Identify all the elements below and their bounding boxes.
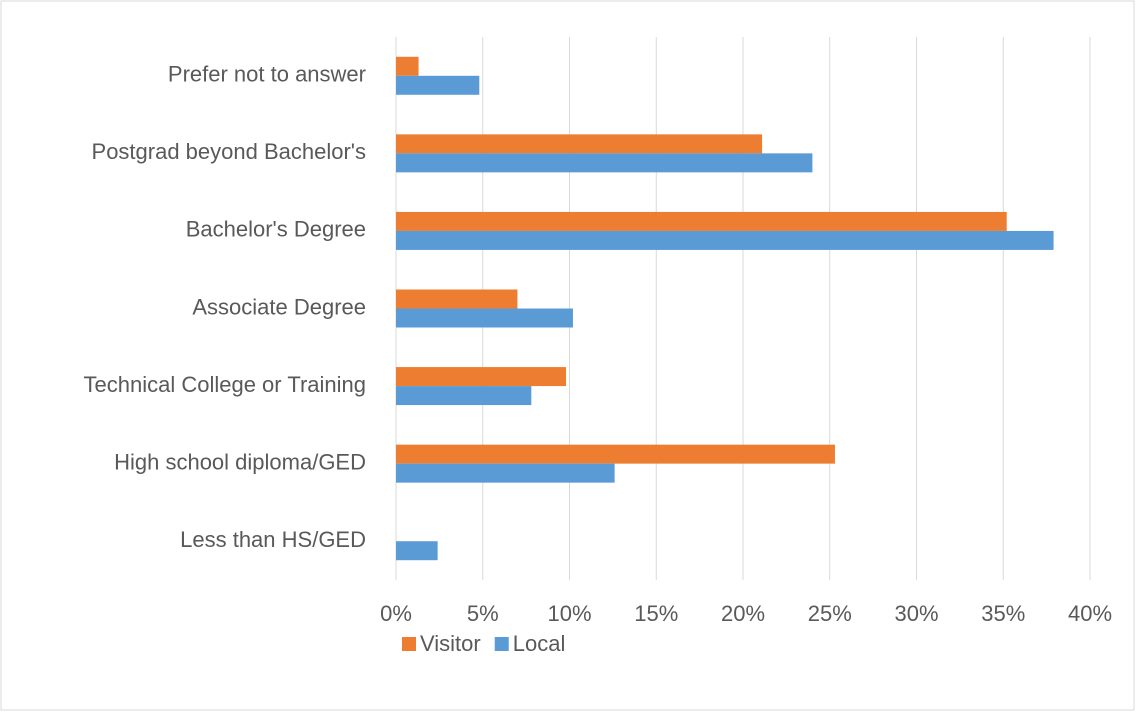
bar [396,541,438,561]
y-tick-label: Bachelor's Degree [186,217,366,242]
y-tick-label: Less than HS/GED [180,527,366,552]
bar [396,367,567,387]
x-tick-label: 0% [380,601,412,626]
y-tick-label: Prefer not to answer [168,62,366,87]
y-tick-label: High school diploma/GED [114,449,366,474]
y-tick-label: Technical College or Training [84,372,367,397]
bar [396,134,763,154]
y-tick-label: Associate Degree [192,294,366,319]
bar [396,386,532,406]
bar [396,308,573,328]
x-tick-label: 40% [1068,601,1112,626]
bar [396,444,835,464]
bar [396,211,1007,231]
x-tick-label: 25% [808,601,852,626]
bar [396,153,813,173]
legend-swatch [402,637,416,651]
bar [396,289,518,309]
legend-swatch [494,637,509,651]
x-tick-label: 15% [634,601,678,626]
x-tick-label: 10% [547,601,591,626]
bar [396,75,480,95]
legend-label: Local [513,631,566,656]
bar [396,463,615,483]
x-tick-label: 20% [721,601,765,626]
y-tick-label: Postgrad beyond Bachelor's [92,139,366,164]
x-tick-label: 5% [467,601,499,626]
bar [396,56,419,76]
bar [396,230,1054,250]
legend-label: Visitor [420,631,481,656]
x-tick-label: 35% [981,601,1025,626]
x-tick-label: 30% [894,601,938,626]
